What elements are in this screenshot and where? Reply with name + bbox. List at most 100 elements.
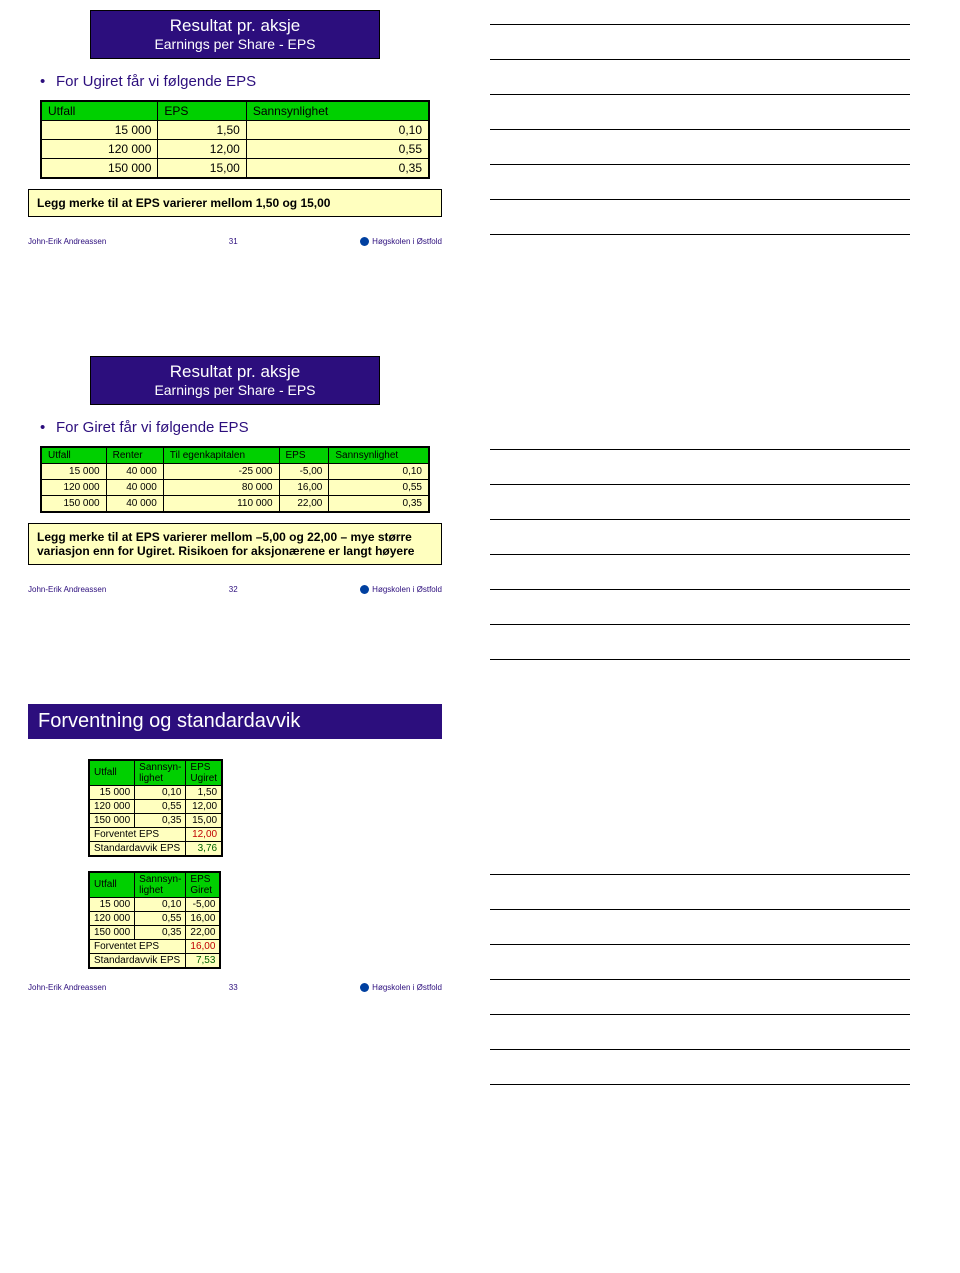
note-line [490,554,910,555]
slide-1: Resultat pr. aksje Earnings per Share - … [28,10,442,246]
table-cell: 22,00 [279,495,329,512]
note-line [490,164,910,165]
note-line [490,1049,910,1050]
slide1-title: Resultat pr. aksje Earnings per Share - … [90,10,380,59]
footer-school-block: Høgskolen i Østfold [360,585,442,594]
footer-school: Høgskolen i Østfold [372,585,442,594]
footer-page: 32 [229,585,238,594]
table-cell: 15 000 [89,897,135,911]
table-cell: 15 000 [89,785,135,799]
page-root: Resultat pr. aksje Earnings per Share - … [0,0,960,1095]
footer-page: 31 [229,237,238,246]
forventet-val: 16,00 [186,939,221,953]
note-line [490,874,910,875]
table-cell: 0,55 [329,479,429,495]
note-line [490,199,910,200]
notes-column [460,0,960,1095]
notes-block-1 [490,20,910,445]
table-cell: 0,35 [135,813,186,827]
table-cell: 12,00 [186,799,222,813]
note-line [490,59,910,60]
table-cell: -25 000 [163,463,279,479]
note-line [490,129,910,130]
table-cell: 0,55 [135,799,186,813]
slide3-title: Forventning og standardavvik [28,704,442,739]
slide3-footer: John-Erik Andreassen 33 Høgskolen i Østf… [28,983,442,992]
slide1-note: Legg merke til at EPS varierer mellom 1,… [28,189,442,217]
forventet-label: Forventet EPS [89,827,186,841]
slide2-table-wrap: Utfall Renter Til egenkapitalen EPS Sann… [40,446,430,513]
slide1-title-line2: Earnings per Share - EPS [99,36,371,54]
note-line [490,519,910,520]
std-label: Standardavvik EPS [89,841,186,856]
table-cell: 0,55 [246,139,429,158]
table-cell: 16,00 [186,911,221,925]
slides-column: Resultat pr. aksje Earnings per Share - … [0,0,460,1095]
slide2-table: Utfall Renter Til egenkapitalen EPS Sann… [40,446,430,513]
school-logo-icon [360,983,369,992]
table-cell: 1,50 [158,120,246,139]
footer-school: Høgskolen i Østfold [372,983,442,992]
std-val: 7,53 [186,953,221,968]
table-cell: 0,55 [135,911,186,925]
table-cell: 150 000 [89,925,135,939]
table-cell: 40 000 [106,463,163,479]
note-line [490,484,910,485]
table-cell: 120 000 [41,479,106,495]
table-header: Sannsynlighet [246,101,429,121]
footer-page: 33 [229,983,238,992]
footer-author: John-Erik Andreassen [28,585,106,594]
table-cell: 40 000 [106,479,163,495]
notes-lines [490,445,910,660]
table-header: EPS [158,101,246,121]
table-cell: 15 000 [41,120,158,139]
table-cell: 0,35 [246,158,429,178]
slide-2: Resultat pr. aksje Earnings per Share - … [28,356,442,594]
table-cell: 0,10 [135,785,186,799]
note-line [490,234,910,235]
table-cell: 16,00 [279,479,329,495]
table-header: Til egenkapitalen [163,447,279,464]
note-line [490,979,910,980]
footer-author: John-Erik Andreassen [28,983,106,992]
forventet-label: Forventet EPS [89,939,186,953]
notes-lines [490,20,910,235]
note-line [490,624,910,625]
note-line [490,449,910,450]
notes-lines [490,870,910,1085]
table-header: EPS Giret [186,872,221,898]
table-cell: 150 000 [89,813,135,827]
notes-block-3 [490,870,910,1085]
notes-block-2 [490,445,910,870]
table-cell: 120 000 [41,139,158,158]
note-line [490,659,910,660]
table-header: Sannsyn- lighet [135,872,186,898]
school-logo-icon [360,237,369,246]
note-line [490,24,910,25]
slide3-table-b: UtfallSannsyn- lighetEPS Giret 15 0000,1… [88,871,221,969]
std-label: Standardavvik EPS [89,953,186,968]
table-cell: 150 000 [41,495,106,512]
slide1-title-line1: Resultat pr. aksje [99,15,371,36]
table-cell: 0,10 [246,120,429,139]
footer-author: John-Erik Andreassen [28,237,106,246]
forventet-val: 12,00 [186,827,222,841]
slide1-table-wrap: UtfallEPSSannsynlighet 15 0001,500,10 12… [40,100,430,179]
table-header: EPS [279,447,329,464]
table-cell: 15,00 [186,813,222,827]
table-header: Sannsyn- lighet [135,760,186,786]
table-cell: 0,10 [329,463,429,479]
table-header: EPS Ugiret [186,760,222,786]
table-cell: 120 000 [89,911,135,925]
slide2-title: Resultat pr. aksje Earnings per Share - … [90,356,380,405]
slide2-title-line1: Resultat pr. aksje [99,361,371,382]
table-header: Utfall [41,447,106,464]
note-line [490,1084,910,1085]
slide3-table-a: UtfallSannsyn- lighetEPS Ugiret 15 0000,… [88,759,223,857]
table-header: Sannsynlighet [329,447,429,464]
table-cell: 15 000 [41,463,106,479]
slide2-bullet: For Giret får vi følgende EPS [28,413,442,442]
table-cell: 15,00 [158,158,246,178]
table-header: Utfall [41,101,158,121]
note-line [490,1014,910,1015]
